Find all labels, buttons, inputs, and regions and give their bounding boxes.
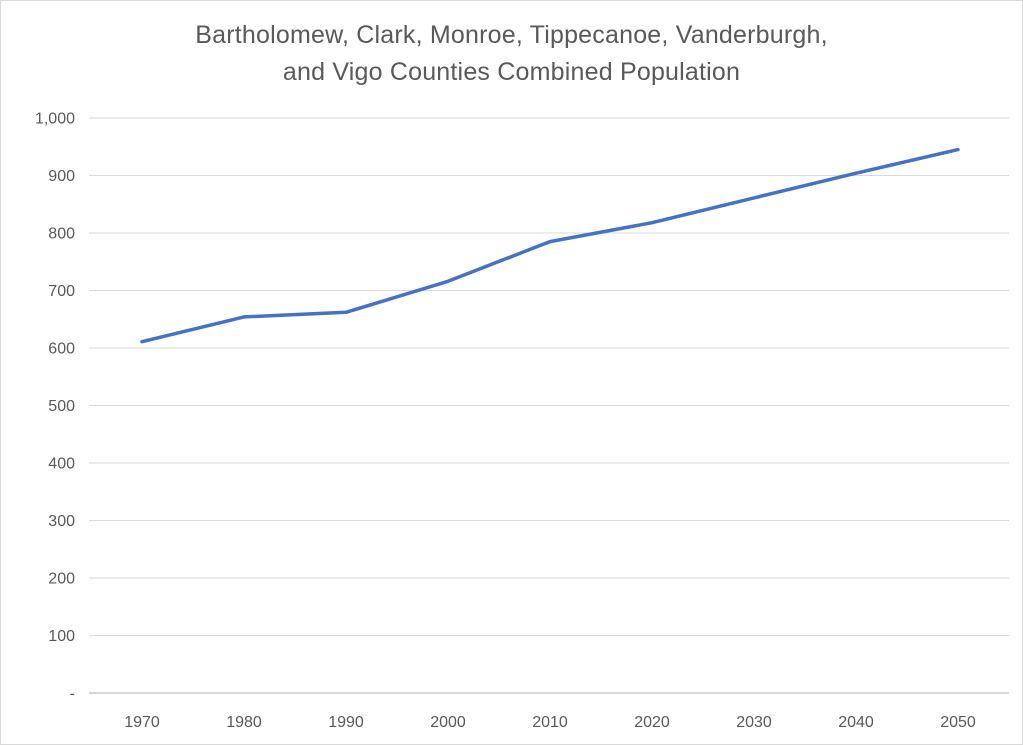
y-axis-tick-label: 200 <box>48 571 75 588</box>
x-axis-tick-label: 1970 <box>124 714 160 731</box>
chart-title: Bartholomew, Clark, Monroe, Tippecanoe, … <box>1 17 1022 91</box>
x-axis-tick-label: 1980 <box>226 714 262 731</box>
y-axis-tick-label: 600 <box>48 341 75 358</box>
y-axis-tick-label: 900 <box>48 168 75 185</box>
x-axis-tick-label: 2030 <box>736 714 772 731</box>
y-axis-tick-label: 800 <box>48 226 75 243</box>
x-axis-tick-label: 2040 <box>838 714 874 731</box>
chart-title-line-2: and Vigo Counties Combined Population <box>282 58 741 86</box>
y-axis-tick-label: 500 <box>48 398 75 415</box>
y-axis-tick-label: - <box>70 686 75 703</box>
y-axis-tick-label: 100 <box>48 628 75 645</box>
y-axis-tick-label: 700 <box>48 283 75 300</box>
chart-title-line-1: Bartholomew, Clark, Monroe, Tippecanoe, … <box>195 21 828 49</box>
y-axis-tick-label: 300 <box>48 513 75 530</box>
x-axis-tick-label: 2020 <box>634 714 670 731</box>
x-axis-tick-label: 1990 <box>328 714 364 731</box>
x-axis-tick-label: 2010 <box>532 714 568 731</box>
x-axis-tick-label: 2000 <box>430 714 466 731</box>
x-axis-tick-label: 2050 <box>940 714 976 731</box>
y-axis-tick-label: 1,000 <box>35 111 75 128</box>
y-axis-tick-label: 400 <box>48 456 75 473</box>
population-series-line <box>140 147 960 344</box>
